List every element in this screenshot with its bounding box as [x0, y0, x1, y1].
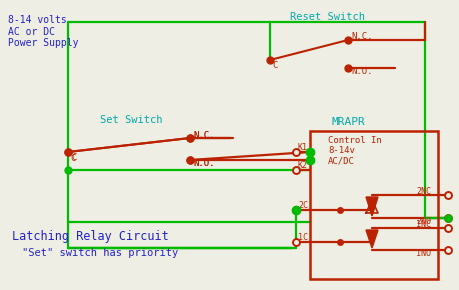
- Text: Reset Switch: Reset Switch: [289, 12, 364, 22]
- Text: 2NC: 2NC: [415, 187, 430, 196]
- Text: 2NO: 2NO: [415, 217, 430, 226]
- Text: C: C: [271, 61, 277, 70]
- Text: N.C.: N.C.: [193, 131, 214, 140]
- Bar: [309, 131, 437, 279]
- Text: N.O.: N.O.: [350, 67, 372, 76]
- Text: Control In
8-14v
AC/DC: Control In 8-14v AC/DC: [327, 136, 381, 166]
- Text: "Set" switch has priority: "Set" switch has priority: [22, 248, 178, 258]
- Text: 1C: 1C: [297, 233, 308, 242]
- Text: 1NC: 1NC: [415, 220, 430, 229]
- Text: N.C.: N.C.: [350, 32, 372, 41]
- Text: 1NO: 1NO: [415, 249, 430, 258]
- Text: Latching Relay Circuit: Latching Relay Circuit: [12, 230, 168, 243]
- Text: K2: K2: [297, 161, 308, 170]
- Text: Set Switch: Set Switch: [100, 115, 162, 125]
- Text: MRAPR: MRAPR: [331, 117, 365, 127]
- Polygon shape: [365, 230, 377, 248]
- Text: C: C: [71, 153, 76, 162]
- Text: K1: K1: [297, 143, 308, 152]
- Text: N.O.: N.O.: [193, 159, 214, 168]
- Polygon shape: [365, 197, 377, 216]
- Text: 2C: 2C: [297, 201, 308, 210]
- Text: N.O.: N.O.: [193, 159, 214, 168]
- Text: N.C.: N.C.: [193, 131, 214, 140]
- Text: C: C: [70, 154, 75, 163]
- Text: 8-14 volts
AC or DC
Power Supply: 8-14 volts AC or DC Power Supply: [8, 15, 78, 48]
